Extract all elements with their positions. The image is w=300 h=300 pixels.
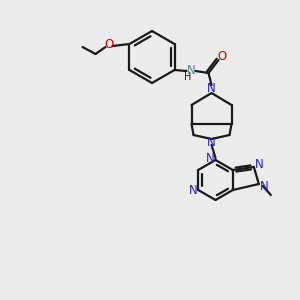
Text: N: N [260,181,268,194]
Text: N: N [189,184,198,197]
Text: H: H [184,72,191,82]
Text: N: N [207,82,216,95]
Text: O: O [217,50,226,62]
Text: N: N [206,152,215,166]
Text: N: N [187,64,196,76]
Text: O: O [105,38,114,52]
Text: N: N [254,158,263,170]
Text: N: N [207,136,216,148]
